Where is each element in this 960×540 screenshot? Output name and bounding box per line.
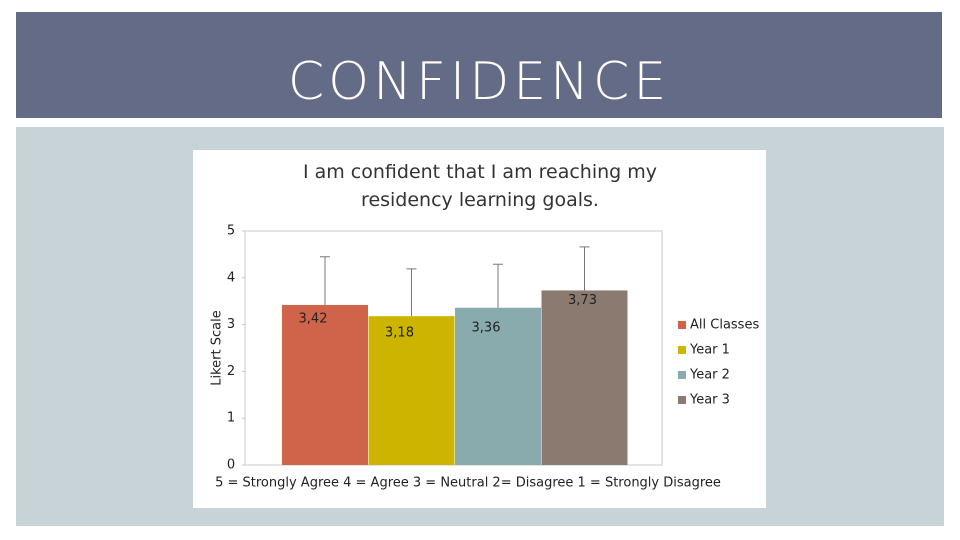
y-axis-label: Likert Scale [210, 310, 225, 385]
data-label: 3,18 [385, 326, 414, 341]
header: CONFIDENCE [16, 12, 942, 118]
y-tick-label: 2 [227, 364, 235, 379]
y-tick-label: 0 [227, 458, 235, 473]
legend-label: Year 1 [689, 343, 730, 358]
bar [541, 290, 628, 465]
bar [282, 304, 368, 465]
bar [455, 307, 541, 465]
legend-swatch [678, 321, 686, 329]
legend-swatch [678, 396, 686, 404]
legend-swatch [678, 371, 686, 379]
data-label: 3,42 [299, 311, 328, 326]
y-tick-label: 1 [227, 411, 235, 426]
legend-label: Year 2 [689, 368, 730, 383]
legend-label: All Classes [690, 318, 759, 333]
y-tick-label: 5 [227, 224, 235, 239]
legend-swatch [678, 346, 686, 354]
bar [368, 316, 455, 465]
slide-title: CONFIDENCE [287, 52, 671, 112]
y-tick-label: 4 [227, 270, 235, 285]
data-label: 3,73 [568, 293, 597, 308]
y-tick-label: 3 [227, 317, 235, 332]
chart-title: I am confident that I am reaching my res… [302, 161, 658, 211]
legend-label: Year 3 [689, 393, 730, 408]
data-label: 3,36 [472, 320, 501, 335]
x-axis-label: 5 = Strongly Agree 4 = Agree 3 = Neutral… [215, 476, 721, 491]
